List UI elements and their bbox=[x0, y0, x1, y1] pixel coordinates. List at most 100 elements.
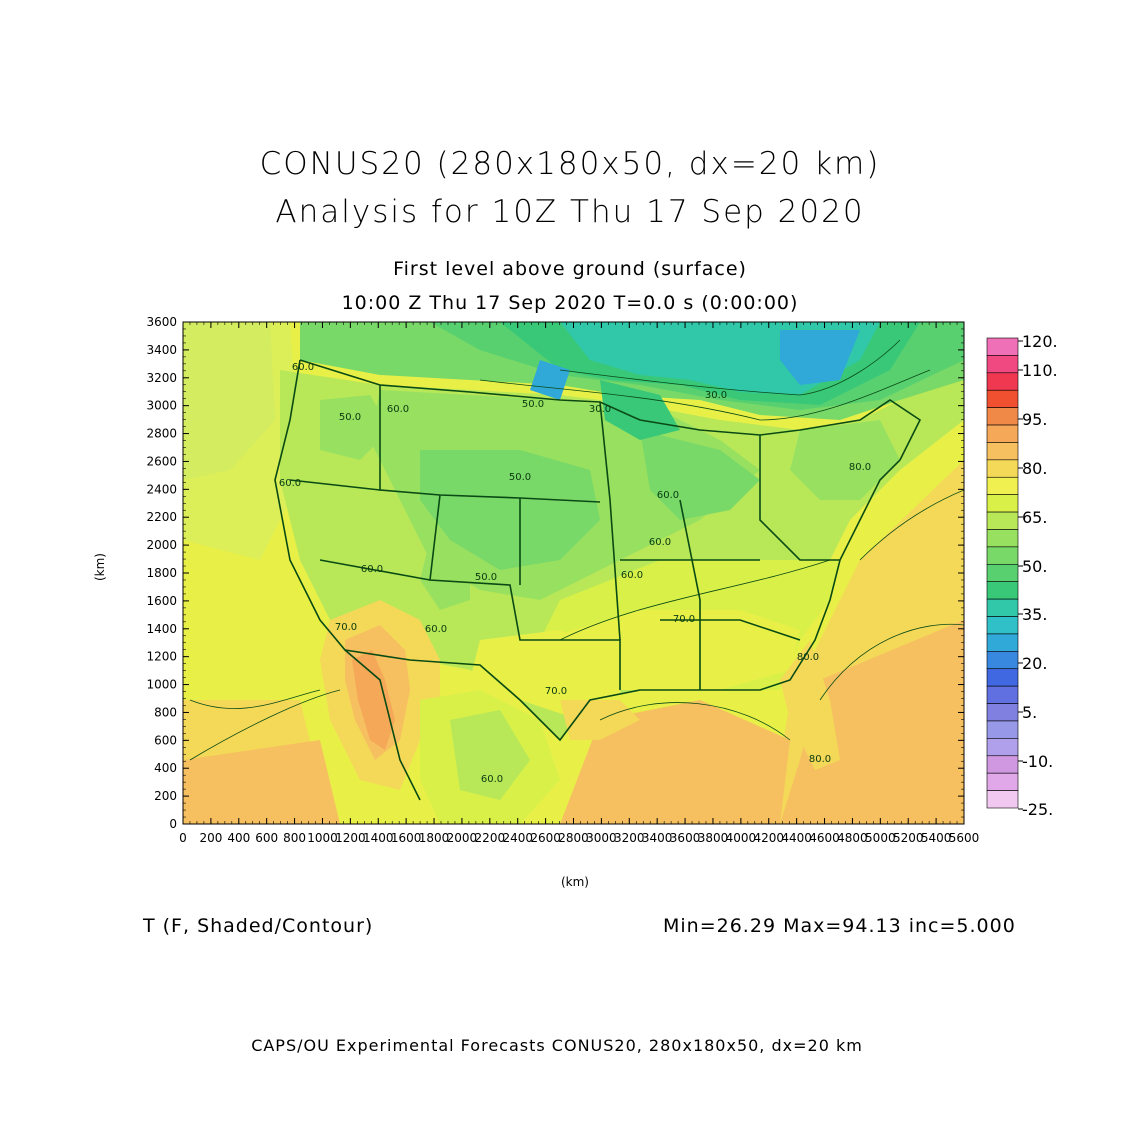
x-axis-ticks: 0 200 400 600 800 100012001400160018002000220… bbox=[179, 322, 979, 845]
color-scale-swatch bbox=[986, 511, 1019, 530]
y-tick-label: 3600 bbox=[146, 315, 177, 329]
y-tick-label: 2400 bbox=[146, 482, 177, 496]
x-tick-label: 2600 bbox=[530, 831, 561, 845]
x-tick-label: 5200 bbox=[893, 831, 924, 845]
x-tick-label: 5600 bbox=[949, 831, 980, 845]
y-tick-label: 1800 bbox=[146, 566, 177, 580]
contour-value-labels: 60.0 60.0 50.0 50.0 30.0 30.0 60.0 60.0 60.0 60.0… bbox=[279, 362, 871, 785]
x-tick-label: 3600 bbox=[670, 831, 701, 845]
contour-label: 50.0 bbox=[509, 472, 531, 483]
color-scale-swatch bbox=[986, 563, 1019, 583]
contour-label: 80.0 bbox=[849, 462, 871, 473]
color-scale-swatch bbox=[986, 598, 1019, 617]
color-scale-swatch bbox=[986, 772, 1019, 791]
color-scale-swatch bbox=[986, 442, 1019, 461]
color-scale-swatch bbox=[986, 337, 1019, 356]
y-tick-label: 2000 bbox=[146, 538, 177, 552]
x-tick-label: 5000 bbox=[865, 831, 896, 845]
x-tick-label: 200 bbox=[199, 831, 222, 845]
temperature-shading bbox=[183, 322, 964, 824]
color-scale-swatch bbox=[986, 738, 1019, 757]
color-scale-label: 95. bbox=[1022, 410, 1047, 429]
color-scale-swatch bbox=[986, 755, 1019, 774]
y-tick-label: 3000 bbox=[146, 399, 177, 413]
x-tick-label: 2200 bbox=[475, 831, 506, 845]
x-tick-label: 1400 bbox=[363, 831, 394, 845]
contour-lines bbox=[189, 339, 964, 761]
y-tick-label: 3400 bbox=[146, 343, 177, 357]
contour-label: 80.0 bbox=[797, 652, 819, 663]
color-scale-swatch bbox=[986, 651, 1019, 670]
contour-label: 80.0 bbox=[809, 754, 831, 765]
color-scale-swatch bbox=[986, 407, 1019, 426]
y-axis-label: (km) bbox=[93, 552, 108, 582]
color-scale-swatch bbox=[986, 424, 1019, 443]
y-tick-label: 3200 bbox=[146, 371, 177, 385]
contour-label: 70.0 bbox=[335, 622, 357, 633]
x-tick-label: 1800 bbox=[419, 831, 450, 845]
political-boundaries bbox=[274, 359, 922, 801]
color-scale-label: -10. bbox=[1022, 752, 1053, 771]
y-tick-label: 1600 bbox=[146, 594, 177, 608]
x-tick-label: 400 bbox=[227, 831, 250, 845]
y-tick-label: 2200 bbox=[146, 510, 177, 524]
color-scale-label: 65. bbox=[1022, 508, 1047, 527]
color-scale-swatch bbox=[986, 720, 1019, 739]
color-scale-swatch bbox=[986, 668, 1019, 687]
x-tick-label: 3000 bbox=[586, 831, 617, 845]
x-tick-label: 1000 bbox=[307, 831, 338, 845]
color-scale-label: 20. bbox=[1022, 654, 1047, 673]
x-tick-label: 1200 bbox=[335, 831, 366, 845]
contour-label: 50.0 bbox=[475, 572, 497, 583]
color-scale-label: 80. bbox=[1022, 459, 1047, 478]
valid-time: 10:00 Z Thu 17 Sep 2020 T=0.0 s (0:00:00… bbox=[341, 292, 799, 314]
variable-label: T (F, Shaded/Contour) bbox=[143, 915, 374, 937]
contour-label: 60.0 bbox=[387, 404, 409, 415]
x-tick-label: 3200 bbox=[614, 831, 645, 845]
x-tick-label: 4400 bbox=[781, 831, 812, 845]
x-tick-label: 2800 bbox=[558, 831, 589, 845]
color-scale-swatch bbox=[986, 389, 1019, 408]
x-tick-label: 0 bbox=[179, 831, 187, 845]
color-scale-label: -25. bbox=[1022, 800, 1053, 819]
level-description: First level above ground (surface) bbox=[393, 258, 747, 280]
contour-label: 60.0 bbox=[292, 362, 314, 373]
x-tick-label: 2400 bbox=[502, 831, 533, 845]
color-scale-label: 5. bbox=[1022, 703, 1037, 722]
y-tick-label: 2800 bbox=[146, 427, 177, 441]
x-tick-label: 4600 bbox=[809, 831, 840, 845]
y-tick-label: 800 bbox=[154, 705, 177, 719]
contour-label: 30.0 bbox=[705, 390, 727, 401]
x-tick-label: 3400 bbox=[642, 831, 673, 845]
contour-label: 60.0 bbox=[621, 570, 643, 581]
color-scale-bar: 120. 110. 95. 80. 65. 50. 35. 20. 5. -10. -25. bbox=[986, 332, 1058, 819]
color-scale-swatch bbox=[986, 790, 1019, 809]
color-scale-swatch bbox=[986, 355, 1019, 374]
y-tick-label: 600 bbox=[154, 733, 177, 747]
y-tick-label: 1200 bbox=[146, 650, 177, 664]
color-scale-swatch bbox=[986, 494, 1019, 513]
color-scale-label: 120. bbox=[1022, 332, 1058, 351]
color-scale-swatch bbox=[986, 685, 1019, 704]
color-scale-swatch bbox=[986, 581, 1019, 600]
contour-label: 60.0 bbox=[425, 624, 447, 635]
color-scale-label: 35. bbox=[1022, 605, 1047, 624]
x-tick-label: 4000 bbox=[726, 831, 757, 845]
color-scale-swatch bbox=[986, 529, 1019, 548]
color-scale-swatch bbox=[986, 633, 1019, 652]
contour-label: 30.0 bbox=[589, 404, 611, 415]
color-scale-label: 50. bbox=[1022, 557, 1047, 576]
footer-credit: CAPS/OU Experimental Forecasts CONUS20, … bbox=[251, 1036, 863, 1055]
x-tick-label: 4200 bbox=[753, 831, 784, 845]
color-scale-label: 110. bbox=[1022, 361, 1058, 380]
contour-label: 60.0 bbox=[279, 478, 301, 489]
y-tick-label: 0 bbox=[169, 817, 177, 831]
x-tick-label: 3800 bbox=[698, 831, 729, 845]
contour-label: 70.0 bbox=[545, 686, 567, 697]
x-tick-label: 800 bbox=[283, 831, 306, 845]
x-tick-label: 4800 bbox=[837, 831, 868, 845]
y-tick-label: 1400 bbox=[146, 622, 177, 636]
color-scale-swatch bbox=[986, 616, 1019, 635]
x-tick-label: 5400 bbox=[921, 831, 952, 845]
